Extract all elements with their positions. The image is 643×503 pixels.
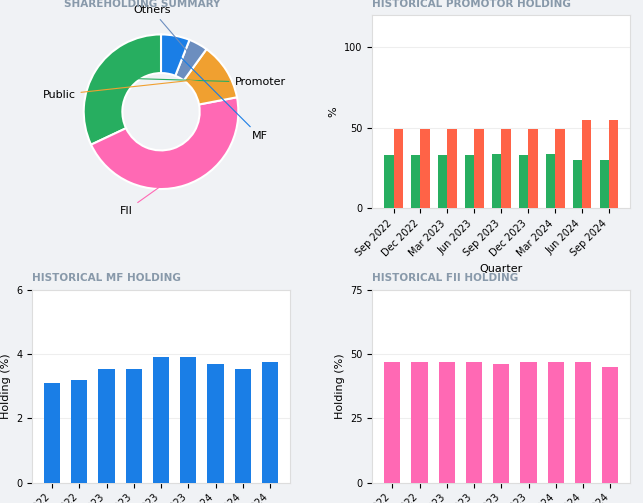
Bar: [411, 155, 421, 208]
Text: MF: MF: [175, 51, 268, 141]
Wedge shape: [176, 40, 206, 80]
Bar: [520, 362, 537, 483]
Text: Others: Others: [133, 5, 190, 54]
Wedge shape: [84, 34, 161, 145]
Y-axis label: Holding (%): Holding (%): [334, 354, 345, 419]
Bar: [235, 369, 251, 483]
Text: HISTORICAL MF HOLDING: HISTORICAL MF HOLDING: [32, 273, 181, 283]
Bar: [98, 369, 114, 483]
Bar: [448, 129, 457, 208]
Bar: [412, 362, 428, 483]
Bar: [466, 362, 482, 483]
Text: HISTORICAL PROMOTOR HOLDING: HISTORICAL PROMOTOR HOLDING: [372, 0, 571, 9]
Bar: [502, 129, 511, 208]
Y-axis label: %: %: [329, 107, 339, 117]
Bar: [546, 153, 555, 208]
Text: HISTORICAL FII HOLDING: HISTORICAL FII HOLDING: [372, 273, 519, 283]
Text: Public: Public: [42, 78, 212, 100]
Bar: [207, 364, 224, 483]
Bar: [475, 129, 484, 208]
Bar: [71, 380, 87, 483]
Bar: [125, 369, 142, 483]
Wedge shape: [91, 97, 239, 189]
Bar: [439, 362, 455, 483]
Bar: [528, 129, 538, 208]
Bar: [44, 383, 60, 483]
Bar: [421, 129, 430, 208]
Bar: [599, 160, 609, 208]
Wedge shape: [161, 34, 190, 76]
Bar: [609, 120, 619, 208]
Bar: [384, 362, 401, 483]
Bar: [548, 362, 564, 483]
Y-axis label: Holding (%): Holding (%): [1, 354, 11, 419]
Bar: [153, 357, 169, 483]
Bar: [394, 129, 403, 208]
Bar: [262, 362, 278, 483]
Bar: [519, 155, 528, 208]
Text: SHAREHOLDING SUMMARY: SHAREHOLDING SUMMARY: [64, 0, 221, 9]
Bar: [492, 153, 502, 208]
Bar: [465, 155, 475, 208]
X-axis label: Quarter: Quarter: [480, 264, 523, 274]
Bar: [573, 160, 582, 208]
Bar: [582, 120, 592, 208]
Bar: [180, 357, 197, 483]
Legend: Holding (%), Pledges as % of promoter shares (%): Holding (%), Pledges as % of promoter sh…: [378, 313, 624, 348]
Bar: [493, 364, 509, 483]
Text: Promoter: Promoter: [110, 77, 285, 88]
Bar: [384, 155, 394, 208]
Bar: [438, 155, 448, 208]
Bar: [602, 367, 619, 483]
Bar: [555, 129, 565, 208]
Wedge shape: [184, 49, 237, 105]
Bar: [575, 362, 591, 483]
Text: FII: FII: [120, 174, 178, 216]
